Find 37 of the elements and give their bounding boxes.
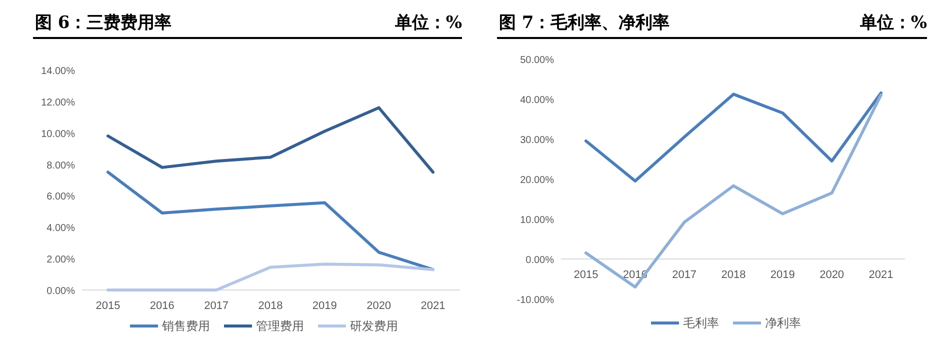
y-tick-label: 0.00%	[46, 286, 76, 297]
y-tick-label: 2.00%	[46, 254, 76, 266]
legend-label: 净利率	[765, 316, 801, 330]
x-tick-label: 2021	[420, 300, 446, 312]
y-tick-label: 50.00%	[520, 55, 554, 66]
x-tick-label: 2016	[150, 300, 174, 312]
text: 单位：%	[394, 13, 462, 33]
x-tick-label: 2017	[672, 269, 697, 281]
y-tick-label: 4.00%	[46, 223, 76, 234]
chart-title: 图 7：毛利率、净利率	[499, 13, 670, 33]
x-tick-label: 2017	[204, 300, 229, 312]
x-tick-label: 2019	[770, 269, 795, 281]
x-tick-label: 2021	[868, 269, 894, 281]
x-tick-label: 2020	[366, 300, 392, 312]
y-tick-label: 10.00%	[41, 128, 76, 140]
legend-label: 研发费用	[350, 319, 398, 333]
x-tick-label: 2018	[258, 300, 283, 312]
y-tick-label: 12.00%	[41, 97, 76, 108]
y-tick-label: 40.00%	[520, 95, 554, 106]
legend-label: 销售费用	[161, 319, 210, 333]
y-tick-label: 10.00%	[520, 215, 554, 226]
y-tick-label: 8.00%	[46, 160, 76, 172]
x-tick-label: 2015	[96, 300, 120, 312]
y-tick-label: 30.00%	[520, 135, 554, 146]
chart-title: 图 6：三费费用率	[35, 13, 172, 33]
legend-label: 管理费用	[256, 319, 304, 333]
x-tick-label: 2018	[721, 269, 746, 281]
x-tick-label: 2020	[820, 269, 844, 281]
y-tick-label: 6.00%	[46, 192, 76, 203]
y-tick-label: -10.00%	[516, 295, 554, 306]
x-tick-label: 2015	[574, 269, 598, 281]
y-tick-label: 20.00%	[520, 175, 554, 186]
x-tick-label: 2019	[312, 300, 337, 312]
y-tick-label: 0.00%	[526, 255, 554, 266]
text: 单位：%	[858, 13, 927, 33]
legend-label: 毛利率	[683, 316, 719, 330]
y-tick-label: 14.00%	[41, 66, 76, 77]
